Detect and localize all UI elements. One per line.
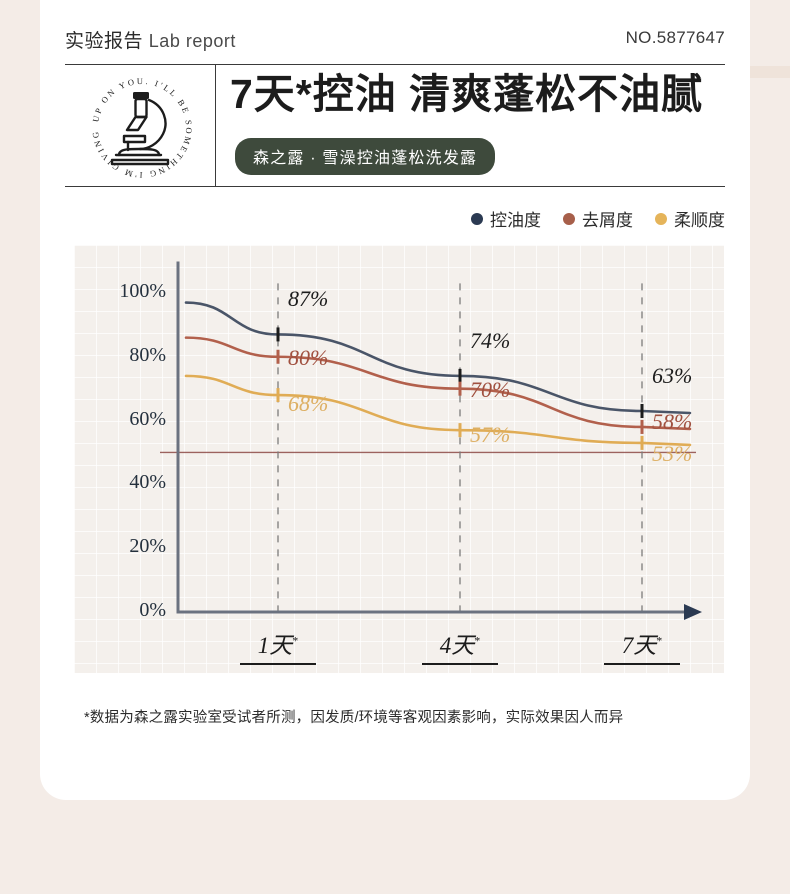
- chart-legend: 控油度 去屑度 柔顺度: [471, 206, 725, 231]
- legend-item-1: 去屑度: [563, 206, 633, 231]
- legend-label: 柔顺度: [674, 211, 725, 230]
- legend-dot-icon: [471, 212, 483, 225]
- legend-label: 控油度: [490, 211, 541, 230]
- report-title-cn: 实验报告: [65, 31, 144, 52]
- legend-item-0: 控油度: [471, 206, 541, 231]
- header-divider-top: [65, 64, 725, 65]
- data-point-label: 57%: [470, 422, 511, 448]
- microscope-icon: UP ON YOU. I'LL BE SOMETHING I'M GIVING.: [83, 70, 201, 182]
- y-axis-tick-label: 0%: [139, 599, 166, 621]
- y-axis-tick-label: 80%: [129, 343, 166, 366]
- x-axis-tick-label: 4天*: [422, 626, 498, 665]
- data-point-label: 70%: [470, 376, 511, 402]
- y-axis-tick-label: 40%: [129, 471, 166, 494]
- x-axis-tick-label: 7天*: [604, 626, 680, 665]
- header-divider-bottom: [65, 186, 725, 187]
- footnote: *数据为森之露实验室受试者所测，因发质/环境等客观因素影响，实际效果因人而异: [84, 710, 624, 726]
- data-point-label: 58%: [652, 408, 693, 434]
- data-point-label: 80%: [288, 344, 329, 370]
- data-point-label: 68%: [288, 391, 329, 417]
- data-point-label: 53%: [652, 440, 693, 466]
- report-title: 实验报告 Lab report: [65, 26, 236, 53]
- data-point-label: 74%: [470, 327, 511, 353]
- seal-divider: [215, 64, 216, 186]
- line-chart: 0% 20% 40% 60% 80% 100% 1天* 4天* 7天* 87% 74% 63% 80% 7…: [74, 245, 724, 673]
- legend-item-2: 柔顺度: [655, 206, 725, 231]
- legend-label: 去屑度: [582, 211, 633, 230]
- data-point-label: 63%: [652, 363, 693, 388]
- report-number: NO.5877647: [625, 28, 725, 47]
- page-title: 7天*控油 清爽蓬松不油腻: [230, 71, 704, 117]
- lab-seal: UP ON YOU. I'LL BE SOMETHING I'M GIVING.: [73, 64, 215, 186]
- data-point-label: 87%: [288, 286, 329, 312]
- report-header: 实验报告 Lab report NO.5877647: [65, 26, 725, 60]
- report-title-en: Lab report: [148, 31, 236, 51]
- y-axis-tick-label: 100%: [119, 279, 166, 302]
- x-axis-tick-label: 1天*: [240, 626, 316, 665]
- product-badge: 森之露 · 雪澡控油蓬松洗发露: [235, 138, 496, 175]
- legend-dot-icon: [563, 212, 575, 225]
- report-card: 实验报告 Lab report NO.5877647 UP ON YOU. I'…: [40, 0, 750, 800]
- y-axis-tick-label: 20%: [129, 535, 166, 558]
- y-axis-tick-label: 60%: [129, 407, 166, 430]
- legend-dot-icon: [655, 212, 667, 225]
